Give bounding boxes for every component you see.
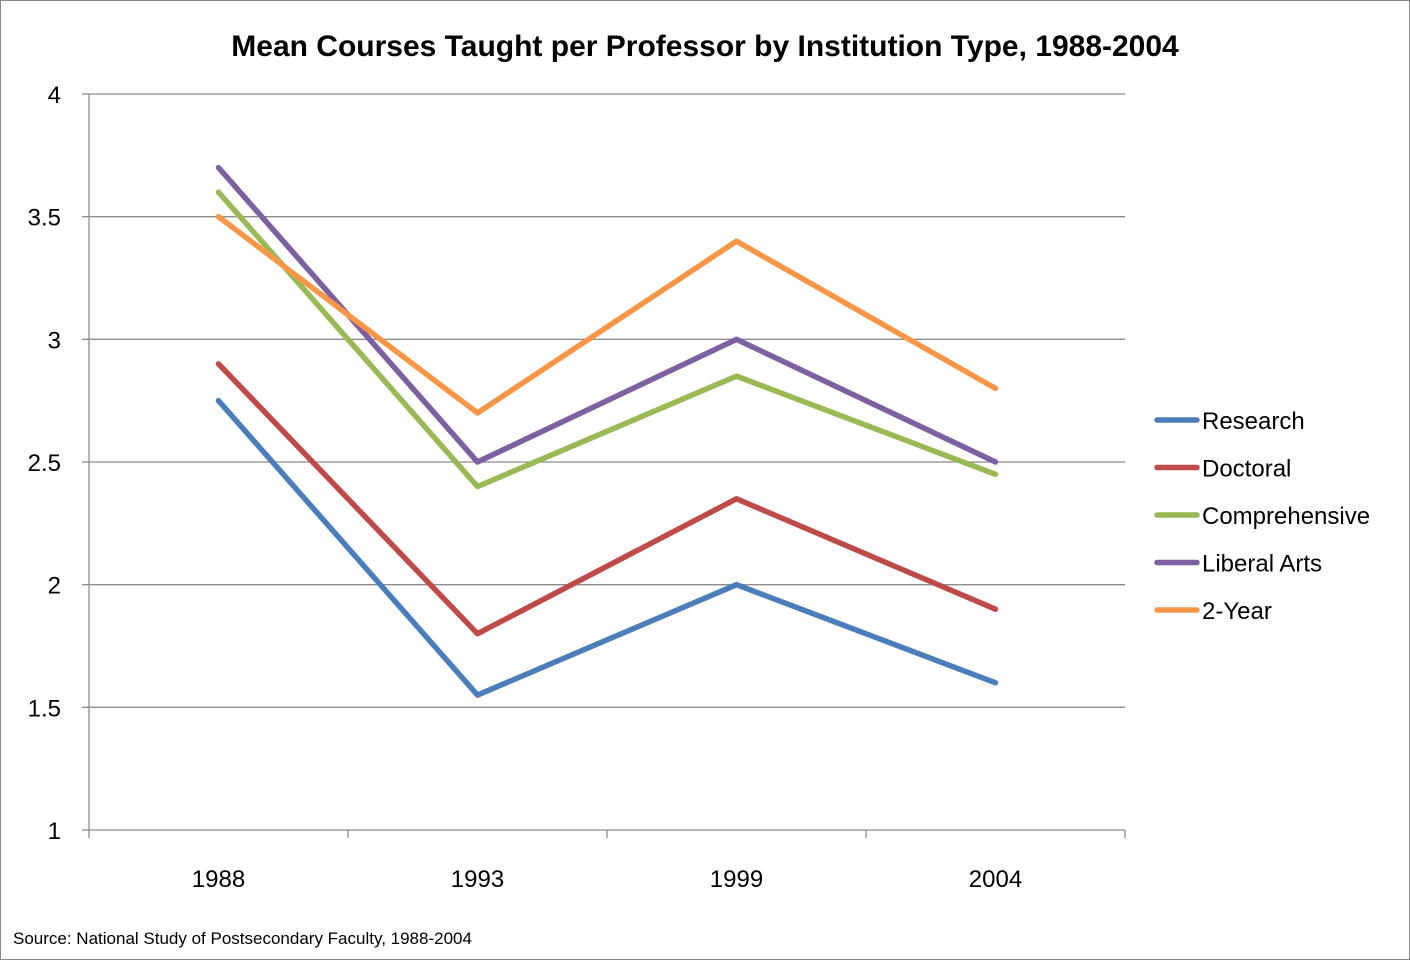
y-tick-label: 2: [48, 573, 61, 600]
legend-label: Liberal Arts: [1202, 551, 1322, 578]
series-line-comprehensive: [215, 189, 999, 490]
x-tick-label: 1999: [710, 866, 763, 893]
series-lines: [215, 164, 999, 698]
y-tick-label: 4: [48, 82, 61, 109]
x-tick-label: 1988: [192, 866, 245, 893]
source-note: Source: National Study of Postsecondary …: [13, 929, 472, 948]
legend: Research Doctoral Comprehensive Liberal Art…: [1154, 408, 1370, 625]
series-line-research: [215, 397, 999, 698]
chart-title: Mean Courses Taught per Professor by Ins…: [231, 30, 1179, 63]
y-tick-label: 1.5: [28, 695, 61, 722]
y-tick-label: 3: [48, 327, 61, 354]
legend-label: 2-Year: [1202, 598, 1272, 625]
x-tick-label: 1993: [451, 866, 504, 893]
series-line-liberal-arts: [215, 164, 999, 465]
y-tick-label: 2.5: [28, 450, 61, 477]
legend-label: Doctoral: [1202, 456, 1291, 483]
legend-label: Research: [1202, 408, 1305, 435]
legend-label: Comprehensive: [1202, 503, 1370, 530]
y-tick-label: 1: [48, 818, 61, 845]
y-tick-label: 3.5: [28, 205, 61, 232]
x-tick-label: 2004: [969, 866, 1022, 893]
series-line-doctoral: [215, 361, 999, 637]
axes: 1 1.5 2 2.5 3 3.5 4 1988 1993 1999 2004: [28, 82, 1126, 893]
series-line-2-year: [215, 213, 999, 416]
